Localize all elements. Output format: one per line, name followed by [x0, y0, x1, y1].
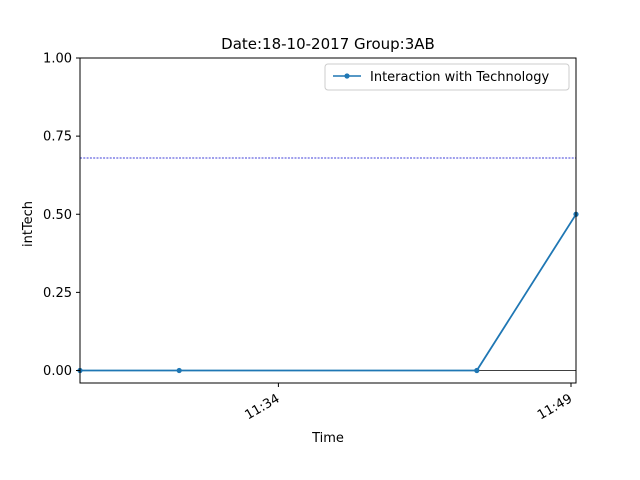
- x-axis-label: Time: [311, 431, 344, 446]
- legend-series-marker: [344, 73, 349, 78]
- y-tick-label-3: 0.75: [43, 130, 72, 145]
- legend-series-label: Interaction with Technology: [370, 70, 550, 85]
- y-axis-label: intTech: [21, 201, 36, 247]
- y-tick-label-0: 0.00: [43, 364, 72, 379]
- y-tick-label-4: 1.00: [43, 52, 72, 67]
- data-point-0-2: [474, 368, 479, 373]
- data-point-0-1: [177, 368, 182, 373]
- y-tick-label-1: 0.25: [43, 286, 72, 301]
- chart-title: Date:18-10-2017 Group:3AB: [221, 35, 435, 53]
- legend: Interaction with Technology: [325, 64, 569, 90]
- y-tick-label-2: 0.50: [43, 208, 72, 223]
